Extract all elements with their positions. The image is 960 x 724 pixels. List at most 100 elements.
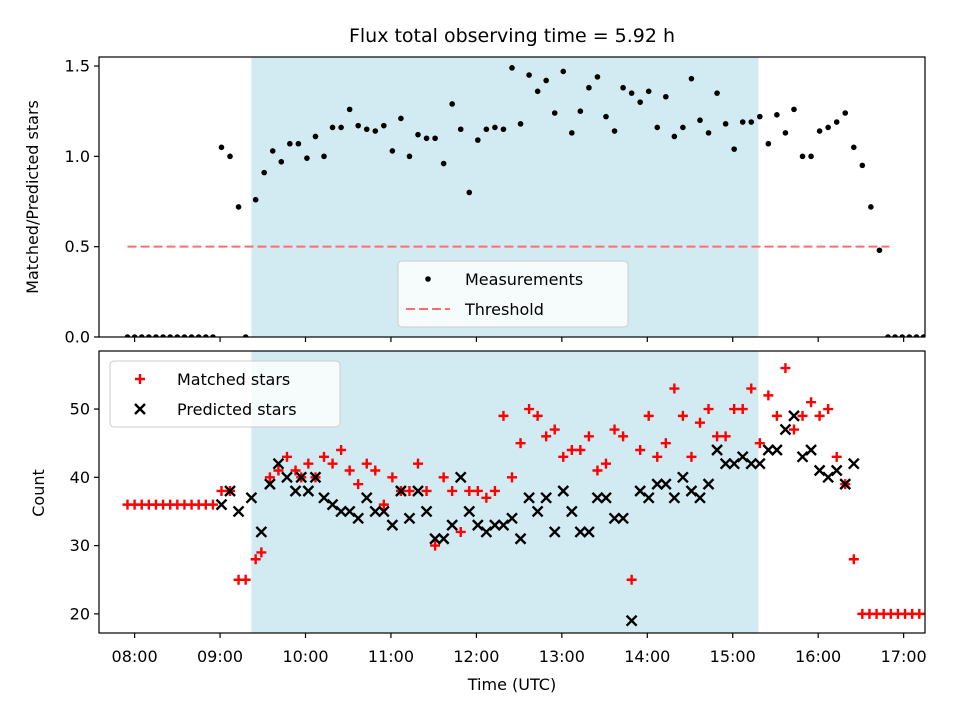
data-point (839, 478, 852, 490)
data-point (728, 457, 741, 470)
data-point (531, 505, 544, 518)
x-tick-label: 15:00 (710, 647, 756, 666)
data-point (637, 99, 643, 105)
data-point (677, 410, 688, 421)
data-point (295, 140, 302, 147)
data-point (395, 485, 407, 497)
data-point (500, 126, 507, 133)
data-point (506, 512, 518, 525)
legend: Measurements Threshold (397, 260, 629, 328)
data-point (327, 458, 338, 469)
x-tick-label: 09:00 (197, 647, 243, 666)
data-point (386, 519, 399, 531)
data-point (797, 410, 808, 421)
data-point (256, 547, 267, 558)
data-point (290, 465, 301, 476)
data-point (360, 491, 373, 504)
data-point (289, 485, 302, 497)
data-point (240, 574, 251, 585)
data-point (227, 153, 233, 160)
data-point (566, 445, 577, 456)
data-point (406, 153, 413, 160)
y-tick-label: 0.0 (65, 328, 90, 347)
data-point (188, 334, 195, 337)
data-point (876, 247, 883, 254)
data-point (651, 478, 664, 490)
data-point (600, 491, 612, 504)
data-point (620, 84, 626, 91)
data-point (654, 124, 661, 131)
data-point (885, 334, 891, 337)
data-point (847, 457, 860, 470)
data-point (921, 612, 925, 616)
top-plot: 0.0 0.5 1.0 1.5 Measurements Threshold (65, 56, 948, 347)
y-tick-label: 40 (70, 468, 90, 487)
data-point (942, 334, 948, 340)
data-point (680, 124, 686, 131)
data-point (906, 334, 913, 337)
data-point (344, 465, 355, 476)
data-point (235, 204, 242, 210)
data-point (558, 451, 569, 462)
data-point (377, 505, 390, 518)
y-tick-label: 30 (70, 536, 90, 555)
data-point (517, 121, 524, 127)
y-axis-label-top: Matched/Predicted stars (23, 100, 42, 294)
data-point (943, 609, 953, 619)
data-point (483, 126, 490, 133)
data-point (318, 491, 330, 504)
data-point (694, 417, 705, 428)
x-tick-label: 16:00 (795, 647, 841, 666)
data-point (463, 505, 476, 518)
data-point (398, 115, 404, 122)
data-point (492, 124, 498, 131)
data-point (771, 444, 783, 456)
data-point (549, 424, 560, 435)
data-point (215, 498, 228, 511)
data-point (264, 478, 276, 490)
data-point (353, 479, 364, 490)
data-point (603, 113, 609, 120)
data-point (526, 72, 532, 78)
data-point (421, 485, 432, 496)
data-point (338, 124, 344, 131)
data-point (131, 334, 138, 337)
data-point (625, 614, 638, 627)
data-point (635, 445, 646, 456)
data-point (261, 169, 268, 176)
data-point (791, 106, 797, 113)
y-axis-label-bottom: Count (29, 469, 48, 517)
data-point (575, 445, 586, 456)
data-point (763, 390, 774, 401)
data-point (774, 112, 780, 118)
data-point (645, 88, 652, 95)
data-point (242, 334, 249, 337)
data-point (336, 445, 347, 456)
x-tick-label: 13:00 (539, 647, 585, 666)
data-point (936, 609, 946, 619)
data-point (688, 75, 695, 82)
data-point (950, 609, 960, 619)
data-point (788, 424, 799, 435)
x-tick-label: 10:00 (282, 647, 328, 666)
data-point (167, 334, 174, 337)
data-point (822, 471, 835, 484)
data-point (928, 334, 934, 340)
data-point (507, 472, 517, 483)
data-point (660, 438, 671, 449)
data-point (472, 485, 483, 496)
data-point (471, 519, 484, 531)
legend-box (109, 360, 341, 428)
data-point (808, 153, 814, 160)
data-point (703, 404, 714, 415)
data-point (319, 451, 330, 462)
data-point (273, 465, 284, 476)
data-point (731, 146, 737, 152)
data-point (668, 491, 681, 504)
legend-marker (425, 276, 431, 282)
data-point (608, 512, 621, 525)
data-point (372, 128, 379, 134)
data-point (272, 457, 285, 470)
data-point (446, 519, 459, 531)
data-point (457, 126, 464, 133)
